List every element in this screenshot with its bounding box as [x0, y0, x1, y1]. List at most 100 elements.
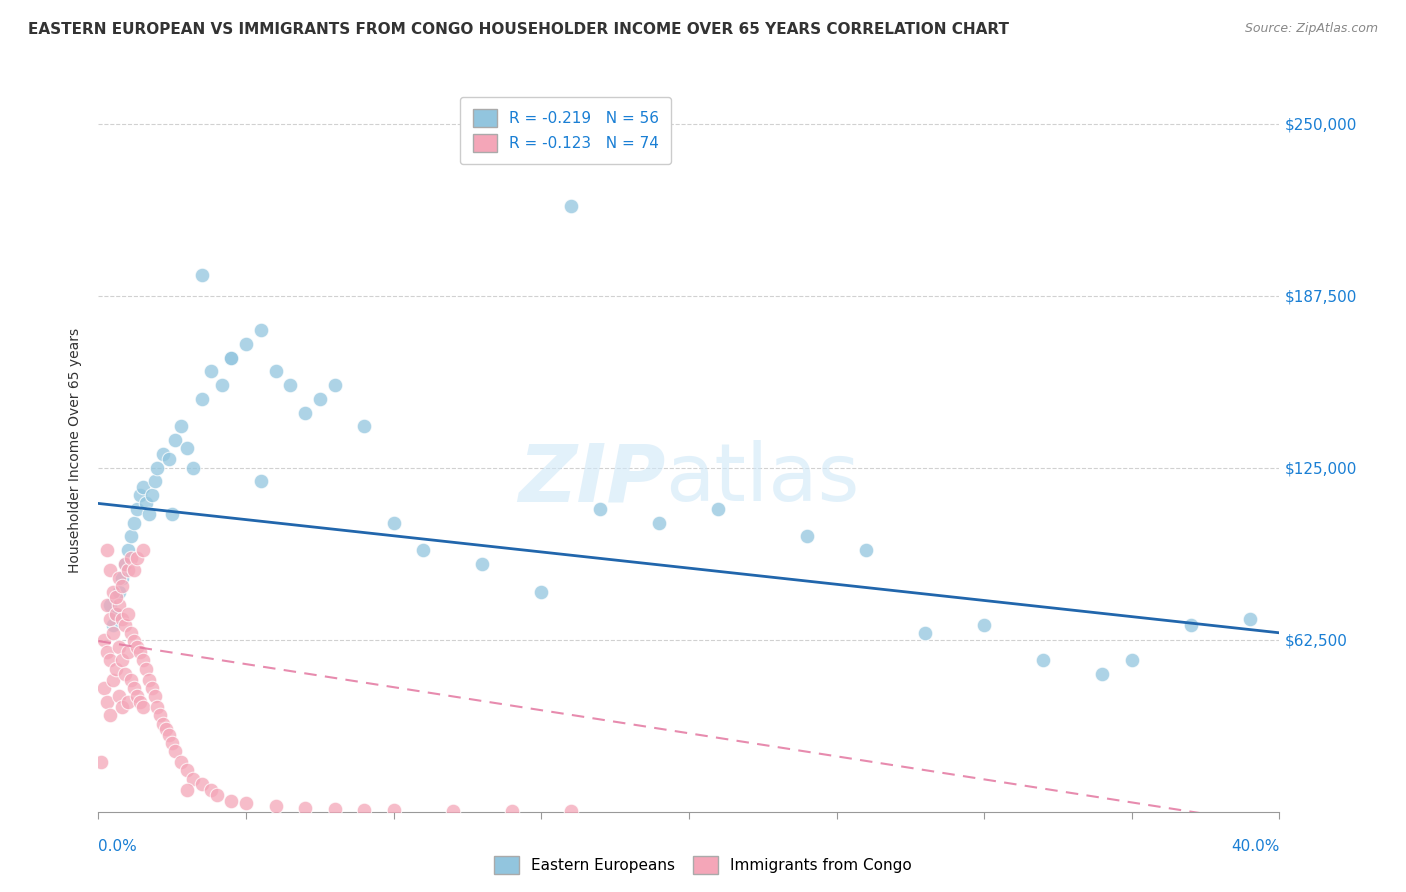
Point [96, 543, 118, 558]
Point [105, 662, 128, 676]
Point [93, 681, 115, 695]
Point [103, 584, 125, 599]
Point [176, 764, 198, 778]
Point [114, 617, 136, 632]
Point [122, 516, 145, 530]
Point [108, 689, 131, 703]
Point [122, 562, 145, 576]
Point [117, 543, 139, 558]
Point [111, 579, 134, 593]
Point [125, 640, 148, 654]
Point [589, 502, 612, 516]
Point [162, 736, 183, 750]
Point [114, 557, 136, 571]
Legend: R = -0.219   N = 56, R = -0.123   N = 74: R = -0.219 N = 56, R = -0.123 N = 74 [460, 97, 672, 164]
Point [323, 802, 346, 816]
Point [105, 607, 128, 621]
Point [149, 708, 172, 723]
Point [103, 625, 125, 640]
Point [191, 777, 214, 791]
Point [200, 364, 222, 378]
Point [1091, 667, 1114, 681]
Point [235, 336, 257, 351]
Point [125, 502, 148, 516]
Text: 40.0%: 40.0% [1232, 839, 1279, 855]
Point [125, 689, 148, 703]
Text: EASTERN EUROPEAN VS IMMIGRANTS FROM CONGO HOUSEHOLDER INCOME OVER 65 YEARS CORRE: EASTERN EUROPEAN VS IMMIGRANTS FROM CONG… [28, 22, 1010, 37]
Point [294, 800, 316, 814]
Point [181, 460, 204, 475]
Point [157, 452, 180, 467]
Point [157, 728, 180, 742]
Point [117, 607, 139, 621]
Point [855, 543, 877, 558]
Point [264, 799, 287, 814]
Point [117, 695, 139, 709]
Point [141, 488, 163, 502]
Point [98, 708, 121, 723]
Point [323, 378, 346, 392]
Point [111, 571, 134, 585]
Point [111, 653, 134, 667]
Point [128, 645, 150, 659]
Point [108, 584, 131, 599]
Point [93, 632, 115, 647]
Point [152, 716, 174, 731]
Text: atlas: atlas [665, 441, 859, 518]
Point [796, 529, 818, 543]
Point [146, 460, 169, 475]
Point [235, 797, 257, 811]
Point [122, 681, 145, 695]
Point [143, 475, 166, 489]
Point [250, 475, 273, 489]
Point [221, 794, 243, 808]
Point [143, 689, 166, 703]
Point [176, 442, 198, 456]
Point [120, 551, 142, 566]
Point [412, 543, 434, 558]
Point [128, 488, 150, 502]
Point [132, 543, 155, 558]
Text: ZIP: ZIP [517, 441, 665, 518]
Point [280, 378, 302, 392]
Point [530, 584, 553, 599]
Point [132, 653, 155, 667]
Legend: Eastern Europeans, Immigrants from Congo: Eastern Europeans, Immigrants from Congo [488, 850, 918, 880]
Point [120, 673, 142, 687]
Point [191, 392, 214, 406]
Point [1032, 653, 1054, 667]
Point [117, 645, 139, 659]
Point [309, 392, 332, 406]
Point [1121, 653, 1143, 667]
Point [135, 662, 157, 676]
Point [155, 722, 177, 736]
Point [138, 673, 160, 687]
Point [96, 599, 118, 613]
Point [120, 529, 142, 543]
Point [1239, 612, 1261, 626]
Point [141, 681, 163, 695]
Point [162, 508, 183, 522]
Point [103, 673, 125, 687]
Point [98, 599, 121, 613]
Point [98, 653, 121, 667]
Point [132, 480, 155, 494]
Point [353, 419, 375, 434]
Point [111, 700, 134, 714]
Point [560, 804, 582, 818]
Point [176, 782, 198, 797]
Point [114, 667, 136, 681]
Point [501, 804, 523, 818]
Text: Source: ZipAtlas.com: Source: ZipAtlas.com [1244, 22, 1378, 36]
Point [181, 772, 204, 786]
Point [152, 447, 174, 461]
Point [221, 351, 243, 365]
Point [120, 625, 142, 640]
Point [96, 645, 118, 659]
Point [382, 803, 405, 817]
Point [170, 755, 193, 769]
Point [170, 419, 193, 434]
Point [914, 625, 936, 640]
Point [96, 695, 118, 709]
Point [1180, 617, 1202, 632]
